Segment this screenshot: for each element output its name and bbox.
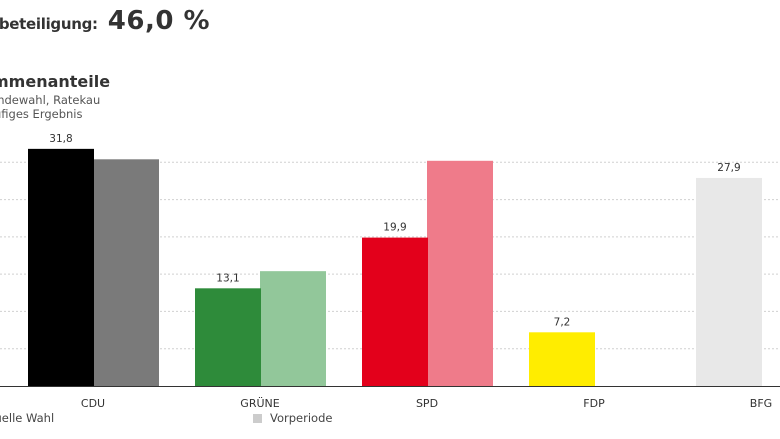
bar-current-cdu [28, 148, 94, 386]
legend-previous-swatch [253, 413, 262, 423]
bar-current-spd [362, 237, 428, 386]
value-label-cdu: 31,8 [49, 133, 72, 145]
value-label-fdp: 7,2 [554, 316, 571, 328]
legend-previous-label: Vorperiode [270, 411, 333, 425]
bar-current-fdp [529, 332, 595, 386]
bar-previous-cdu [93, 159, 159, 386]
value-label-bfg: 27,9 [717, 162, 740, 174]
chart-subtitle-status: ufiges Ergebnis [0, 107, 83, 121]
category-label-cdu: CDU [81, 397, 105, 410]
category-label-fdp: FDP [583, 397, 605, 410]
bar-previous-grüne [260, 271, 326, 386]
category-label-bfg: BFG [750, 397, 772, 410]
legend-current: tuelle Wahl [0, 411, 54, 425]
value-label-grüne: 13,1 [216, 272, 239, 284]
bar-previous-spd [427, 160, 493, 386]
chart-subtitle-election: indewahl, Ratekau [0, 93, 101, 107]
turnout-row: lbeteiligung: 46,0 % [0, 6, 210, 36]
value-label-spd: 19,9 [383, 222, 406, 234]
turnout-label: lbeteiligung: [0, 15, 98, 33]
turnout-value: 46,0 % [107, 6, 211, 36]
legend-previous: Vorperiode [253, 411, 332, 425]
chart-title: mmenanteile [0, 72, 111, 91]
legend-current-label: tuelle Wahl [0, 411, 55, 425]
category-label-grüne: GRÜNE [240, 397, 279, 410]
bar-current-grüne [195, 288, 261, 386]
category-label-spd: SPD [416, 397, 438, 410]
bar-current-bfg [696, 177, 762, 386]
